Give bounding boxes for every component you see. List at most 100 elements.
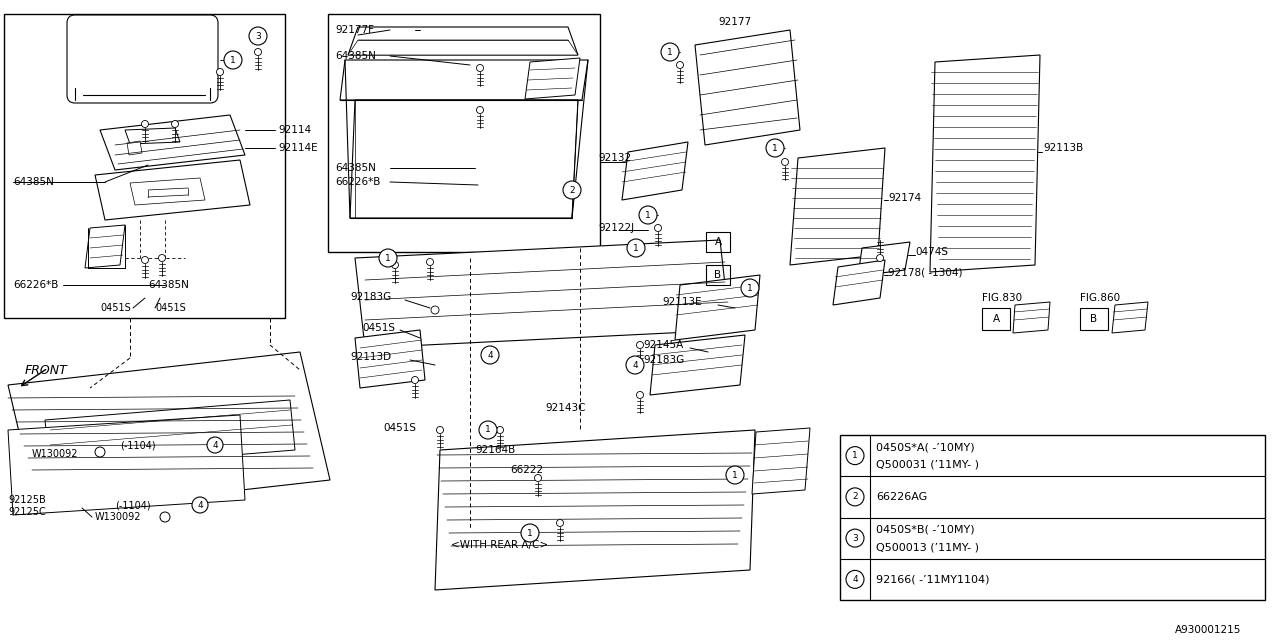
Bar [4,14,285,318]
Text: B: B [714,270,722,280]
Polygon shape [931,55,1039,272]
Text: 1: 1 [645,211,650,220]
Polygon shape [125,128,180,144]
Circle shape [535,474,541,481]
Text: (-1104): (-1104) [115,500,151,510]
Text: Q500031 (’11MY- ): Q500031 (’11MY- ) [876,460,979,470]
Text: 0450S*B( -’10MY): 0450S*B( -’10MY) [876,525,974,535]
Text: 66222: 66222 [509,465,543,475]
Text: 3: 3 [852,534,858,543]
Text: 66226*B: 66226*B [335,177,380,187]
Circle shape [392,262,398,269]
Circle shape [160,512,170,522]
Circle shape [476,65,484,72]
Text: 92113D: 92113D [349,352,392,362]
Circle shape [479,421,497,439]
Circle shape [782,159,788,166]
Text: 92114: 92114 [278,125,311,135]
Text: 4: 4 [488,351,493,360]
Text: 64385N: 64385N [13,177,54,187]
Text: 92174: 92174 [888,193,922,203]
Circle shape [677,61,684,68]
Text: 92166( -’11MY1104): 92166( -’11MY1104) [876,574,989,584]
Circle shape [142,257,148,264]
Circle shape [426,259,434,266]
Circle shape [846,570,864,588]
Text: FIG.860: FIG.860 [1080,293,1120,303]
Text: 4: 4 [852,575,858,584]
Text: 0451S: 0451S [362,323,396,333]
Text: A: A [714,237,722,247]
Text: 92125C: 92125C [8,507,46,517]
Text: 0451S: 0451S [155,303,186,313]
Polygon shape [355,240,730,348]
Circle shape [765,139,785,157]
Text: A: A [992,314,1000,324]
Polygon shape [348,27,579,55]
Text: 92125B: 92125B [8,495,46,505]
Circle shape [192,497,209,513]
Polygon shape [650,335,745,395]
Polygon shape [790,148,884,265]
Text: <WITH REAR A/C>: <WITH REAR A/C> [452,540,549,550]
Circle shape [627,239,645,257]
Polygon shape [84,225,125,268]
Circle shape [172,120,178,127]
Text: B: B [1091,314,1097,324]
Polygon shape [131,178,205,205]
Circle shape [216,68,224,76]
Circle shape [660,43,678,61]
Circle shape [654,225,662,232]
Text: 1: 1 [634,243,639,253]
Circle shape [224,51,242,69]
Circle shape [481,346,499,364]
Text: 92164B: 92164B [475,445,516,455]
Polygon shape [348,40,579,55]
FancyBboxPatch shape [67,15,218,103]
Polygon shape [1012,302,1050,333]
Text: 2: 2 [852,492,858,501]
Text: Q500013 (’11MY- ): Q500013 (’11MY- ) [876,542,979,552]
Circle shape [636,342,644,349]
Text: 92113B: 92113B [1043,143,1083,153]
Bar [840,435,1265,600]
Text: 1: 1 [772,143,778,152]
Text: 1: 1 [852,451,858,460]
Text: 92177F: 92177F [335,25,374,35]
Text: 92122J: 92122J [598,223,634,233]
Polygon shape [45,400,294,470]
Text: 0451S: 0451S [100,303,131,313]
Text: (-1104): (-1104) [120,440,156,450]
Text: 92177: 92177 [718,17,751,27]
Polygon shape [340,60,588,100]
Bar [982,308,1010,330]
Text: 1: 1 [667,47,673,56]
Polygon shape [8,415,244,515]
Circle shape [563,181,581,199]
Text: 1: 1 [732,470,737,479]
Polygon shape [675,275,760,340]
Text: FIG.830: FIG.830 [982,293,1023,303]
Text: 66226*B: 66226*B [13,280,59,290]
Polygon shape [435,430,755,590]
Polygon shape [100,115,244,170]
Circle shape [497,426,503,433]
Text: 2: 2 [570,186,575,195]
Bar [328,14,600,252]
Text: 4: 4 [212,440,218,449]
Circle shape [379,249,397,267]
Text: 92132: 92132 [598,153,631,163]
Polygon shape [753,428,810,494]
Text: 92183G: 92183G [349,292,392,302]
Circle shape [95,447,105,457]
Polygon shape [858,242,910,276]
Text: 1: 1 [485,426,490,435]
Text: 92113E: 92113E [662,297,701,307]
Text: 64385N: 64385N [335,51,376,61]
Text: W130092: W130092 [95,512,142,522]
Polygon shape [1112,302,1148,333]
Polygon shape [833,260,884,305]
Circle shape [159,255,165,262]
Circle shape [250,27,268,45]
Text: 1: 1 [230,56,236,65]
